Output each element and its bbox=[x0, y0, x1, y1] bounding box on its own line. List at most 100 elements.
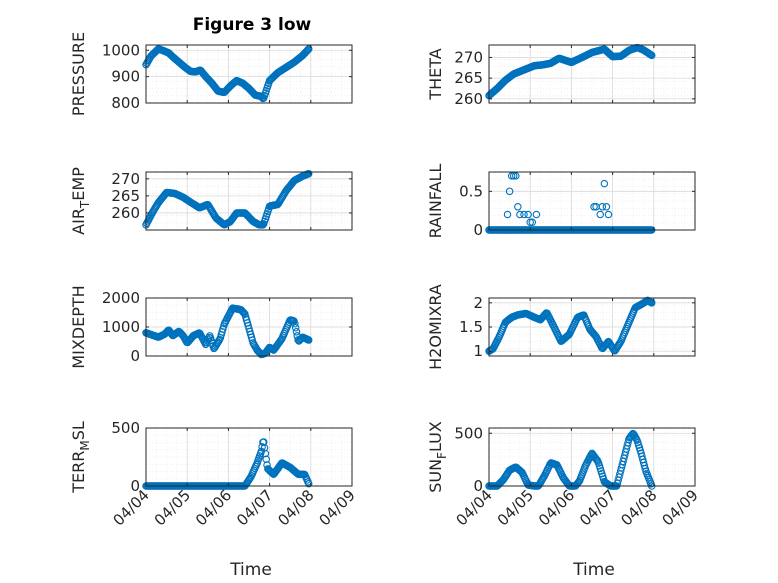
data-point bbox=[602, 203, 611, 211]
data-point bbox=[505, 187, 514, 196]
x-tick-label: 04/06 bbox=[192, 486, 235, 529]
data-point bbox=[516, 210, 524, 219]
data-point bbox=[532, 210, 541, 219]
y-tick-label: 270 bbox=[454, 48, 483, 66]
tick-marks bbox=[488, 428, 696, 487]
data-point bbox=[517, 467, 525, 476]
y-axis-label: THETA bbox=[426, 48, 445, 100]
tick-marks bbox=[488, 298, 696, 356]
subplot-sun_flux: 050004/0404/0504/0604/0704/0804/09SUNFLU… bbox=[426, 421, 702, 529]
data-point bbox=[291, 320, 299, 328]
series-h2omixra bbox=[485, 296, 656, 355]
axes-box bbox=[488, 427, 696, 487]
data-point bbox=[596, 210, 604, 219]
y-tick-label: 1 bbox=[473, 342, 483, 360]
data-point bbox=[590, 203, 598, 211]
x-tick-label: 04/07 bbox=[576, 486, 619, 529]
tick-marks bbox=[145, 297, 353, 357]
x-tick-label: 04/05 bbox=[494, 486, 537, 529]
y-axis-label: AIRTEMP bbox=[69, 167, 92, 235]
tick-marks bbox=[145, 427, 353, 487]
figure-title: Figure 3 low bbox=[193, 15, 312, 35]
x-tick-label: 04/05 bbox=[151, 486, 194, 529]
x-tick-label: 04/09 bbox=[316, 486, 359, 529]
x-axis-label-left: Time bbox=[229, 560, 272, 580]
data-point bbox=[507, 172, 516, 180]
x-tick-label: 04/07 bbox=[233, 486, 276, 529]
data-point bbox=[261, 449, 270, 458]
tick-marks bbox=[488, 172, 696, 231]
y-axis-label: MIXDEPTH bbox=[69, 285, 88, 368]
series-sun_flux bbox=[485, 429, 656, 490]
tick-marks bbox=[488, 45, 696, 103]
axes-box bbox=[145, 427, 353, 487]
y-tick-label: 0.5 bbox=[459, 182, 483, 200]
data-point bbox=[509, 172, 518, 180]
data-point bbox=[240, 309, 248, 317]
y-tick-label: 2000 bbox=[102, 289, 140, 307]
subplot-pressure: 800 900 1000 PRESSURE bbox=[69, 32, 353, 116]
y-tick-label: 1000 bbox=[102, 318, 140, 336]
y-tick-label: 265 bbox=[454, 69, 483, 87]
data-point bbox=[598, 203, 607, 211]
series-theta bbox=[485, 43, 656, 100]
data-point bbox=[514, 203, 522, 211]
y-axis-label: H2OMIXRA bbox=[426, 284, 445, 370]
data-point bbox=[526, 218, 534, 227]
y-tick-label: 270 bbox=[111, 170, 140, 188]
data-point bbox=[604, 210, 613, 219]
x-tick-label: 04/09 bbox=[659, 486, 702, 529]
y-tick-label: 0 bbox=[473, 477, 483, 495]
x-axis-label-right: Time bbox=[572, 560, 615, 580]
axes-box bbox=[488, 171, 696, 231]
data-point bbox=[304, 169, 313, 178]
y-tick-label: 500 bbox=[454, 424, 483, 442]
y-tick-label: 900 bbox=[111, 68, 140, 86]
data-point bbox=[564, 331, 573, 339]
tick-marks bbox=[145, 45, 353, 104]
subplot-h2omixra: 1 1.5 2 H2OMIXRA bbox=[426, 284, 696, 370]
data-point bbox=[512, 172, 520, 180]
data-point bbox=[163, 327, 172, 336]
axes-box bbox=[145, 171, 353, 231]
y-axis-label: TERRMSL bbox=[69, 421, 92, 494]
data-point bbox=[647, 51, 656, 60]
subplot-theta: 260 265 270 THETA bbox=[426, 43, 696, 108]
data-point bbox=[524, 210, 532, 219]
data-point bbox=[592, 455, 600, 463]
y-tick-label: 0 bbox=[473, 221, 483, 239]
axes-box bbox=[488, 44, 696, 104]
y-tick-label: 1.5 bbox=[459, 318, 483, 336]
y-tick-label: 260 bbox=[111, 204, 140, 222]
data-point bbox=[276, 337, 284, 345]
subplot-terr_msl: 050004/0404/0504/0604/0704/0804/09TERRMS… bbox=[69, 419, 359, 529]
data-point bbox=[291, 324, 300, 332]
y-tick-label: 260 bbox=[454, 90, 483, 108]
x-tick-label: 04/08 bbox=[274, 486, 317, 529]
y-axis-label: RAINFALL bbox=[426, 164, 445, 239]
series-pressure bbox=[142, 45, 313, 103]
data-point bbox=[503, 210, 512, 219]
y-tick-label: 0 bbox=[130, 477, 140, 495]
y-tick-label: 800 bbox=[111, 94, 140, 112]
x-tick-label: 04/08 bbox=[617, 486, 660, 529]
subplot-rainfall: 0 0.5 RAINFALL bbox=[426, 164, 696, 239]
y-axis-label: PRESSURE bbox=[69, 32, 88, 116]
data-point bbox=[520, 210, 528, 219]
data-point bbox=[304, 45, 313, 53]
y-axis-label: SUNFLUX bbox=[426, 421, 449, 493]
data-point bbox=[262, 455, 270, 464]
y-tick-label: 2 bbox=[473, 294, 483, 312]
data-point bbox=[260, 444, 269, 452]
series-mixdepth bbox=[142, 304, 313, 359]
subplot-mixdepth: 0 1000 2000 MIXDEPTH bbox=[69, 285, 353, 369]
data-point bbox=[647, 299, 656, 307]
data-point bbox=[600, 179, 609, 188]
data-point bbox=[304, 479, 313, 488]
tick-marks bbox=[145, 172, 353, 230]
data-point bbox=[303, 46, 311, 55]
y-tick-label: 1000 bbox=[102, 41, 140, 59]
